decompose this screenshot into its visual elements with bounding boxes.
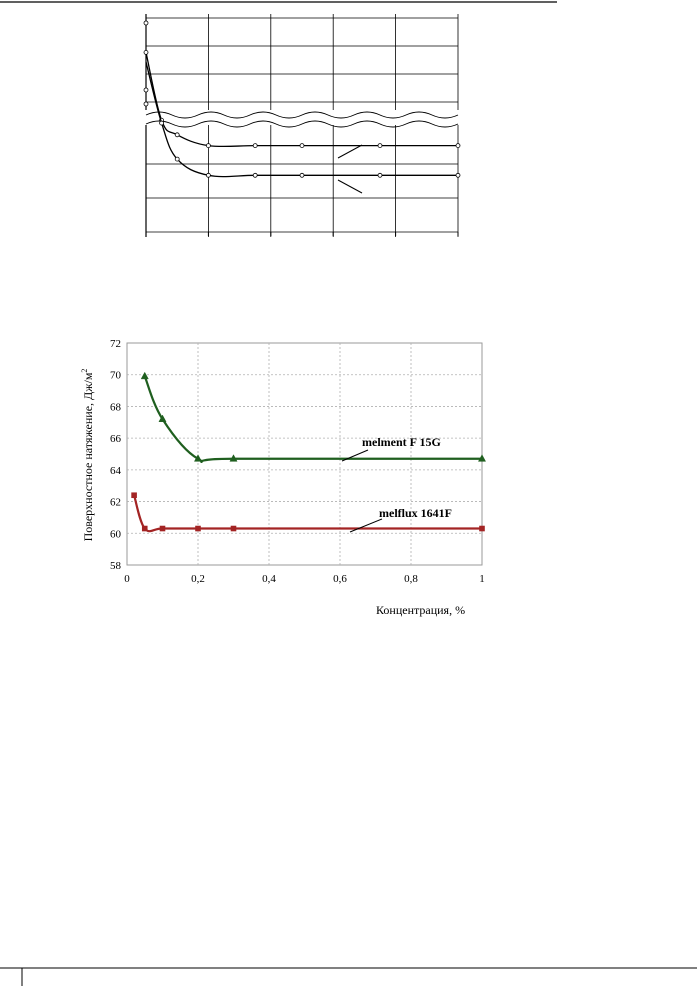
series-label-melflux: melflux 1641F: [379, 506, 452, 520]
y-tick-label: 62: [110, 497, 121, 509]
chart-1-point: [455, 143, 461, 149]
x-tick-label: 0,2: [191, 573, 205, 585]
x-tick-label: 0,6: [333, 573, 347, 585]
chart-1-leader-lower: [337, 179, 363, 194]
x-axis-label: Концентрация, %: [376, 603, 465, 617]
chart-2-leader-melflux: [349, 518, 383, 533]
series-label-melment: melment F 15G: [362, 435, 441, 449]
chart-1-grid: [145, 14, 459, 237]
chart-2-plot-area: [126, 342, 483, 566]
chart-1-point: [174, 156, 180, 162]
chart-2-x-ticks: 0 0,2 0,4 0,6 0,8 1: [124, 573, 485, 585]
chart-1-break-mask: [140, 111, 464, 125]
chart-1-point: [205, 172, 211, 178]
x-axis-label-text: Концентрация, %: [376, 603, 465, 617]
y-axis-label: Поверхностное натяжение, Дж/м2: [80, 369, 95, 542]
chart-2-point-triangle: [158, 414, 167, 422]
chart-2-point-triangle: [477, 454, 487, 462]
chart-2-leader-lines: [341, 449, 383, 533]
chart-1-axis-break: [140, 111, 464, 128]
chart-2-point-triangle: [229, 454, 238, 462]
x-tick-label: 0,8: [404, 573, 418, 585]
chart-2-leader-melment: [341, 449, 369, 462]
chart-1-leader-lines: [337, 144, 363, 194]
chart-2-series: [131, 371, 487, 533]
chart-1-point: [252, 143, 258, 149]
y-tick-label: 72: [110, 338, 121, 350]
x-tick-label: 0,4: [262, 573, 276, 585]
chart-1-point: [143, 101, 149, 107]
chart-1-break-wave-top: [145, 111, 459, 119]
chart-1-point: [143, 50, 149, 55]
chart-2-point-square: [141, 525, 148, 532]
chart-1-point: [377, 143, 383, 149]
y-tick-label: 68: [110, 401, 122, 413]
y-axis-label-text: Поверхностное натяжение, Дж/м: [81, 372, 95, 541]
x-tick-label: 0: [124, 573, 130, 585]
chart-2-point-square: [159, 525, 166, 532]
chart-1: [140, 14, 464, 237]
chart-1-point: [455, 172, 461, 178]
chart-1-leader-upper: [337, 144, 363, 159]
chart-1-point: [299, 143, 305, 149]
chart-2-point-square: [479, 525, 485, 532]
chart-2-y-ticks: 58 60 62 64 66 68 70 72: [110, 338, 122, 572]
chart-1-series-line: [145, 52, 458, 148]
chart-2: 58 60 62 64 66 68 70 72 0 0,2 0,4 0,6 0,8 1 melment …: [80, 338, 487, 617]
chart-1-break-wave-bottom: [145, 120, 459, 128]
chart-2-point-square: [195, 525, 201, 532]
y-tick-label: 64: [110, 465, 122, 477]
y-axis-label-superscript: 2: [80, 369, 89, 373]
chart-2-point-square: [230, 525, 237, 532]
chart-1-point: [143, 20, 149, 26]
chart-1-point: [252, 172, 258, 178]
chart-2-point-triangle: [140, 371, 149, 380]
chart-1-point: [159, 120, 165, 126]
chart-1-point: [299, 172, 305, 178]
chart-1-point: [174, 132, 180, 138]
y-tick-label: 66: [110, 433, 122, 445]
chart-2-series-line: [143, 375, 482, 464]
chart-1-point: [377, 172, 383, 178]
y-tick-label: 60: [110, 528, 122, 540]
y-tick-label: 70: [110, 370, 122, 382]
x-tick-label: 1: [479, 573, 485, 585]
chart-1-point: [205, 143, 211, 149]
chart-2-point-triangle: [193, 454, 203, 462]
chart-1-point: [143, 87, 149, 93]
y-tick-label: 58: [110, 560, 122, 572]
chart-1-series: [143, 20, 461, 178]
chart-2-point-square: [131, 492, 137, 499]
